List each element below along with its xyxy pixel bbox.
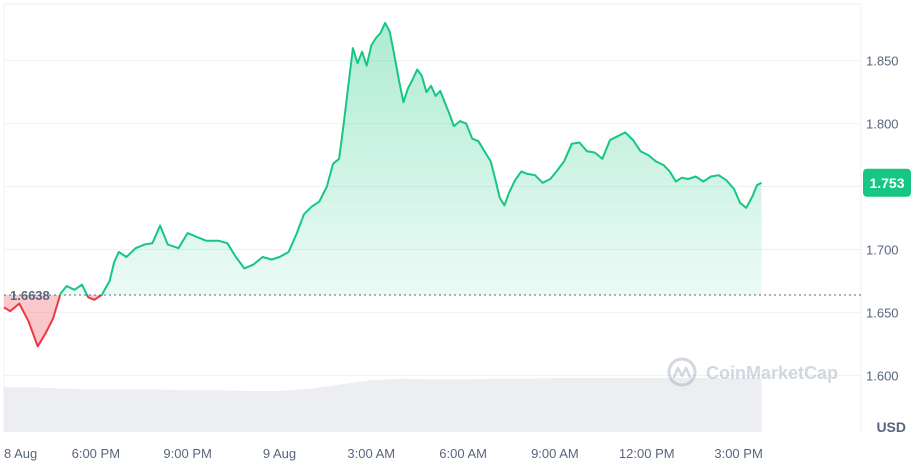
coinmarketcap-logo-mark <box>672 366 692 379</box>
volume-area <box>4 378 762 432</box>
x-tick-label: 9 Aug <box>263 446 296 461</box>
x-tick-label: 6:00 PM <box>72 446 120 461</box>
currency-label: USD <box>876 419 906 435</box>
y-tick-label: 1.650 <box>866 305 899 320</box>
price-line-up <box>59 21 762 296</box>
price-area <box>4 22 762 347</box>
y-tick-label: 1.700 <box>866 242 899 257</box>
x-axis-ticks: 8 Aug 6:00 PM 9:00 PM 9 Aug 3:00 AM 6:00 AM 9:… <box>4 446 763 461</box>
price-area-down <box>4 295 102 347</box>
x-tick-label: 8 Aug <box>4 446 37 461</box>
x-tick-label: 9:00 PM <box>163 446 211 461</box>
volume-bars <box>4 378 762 432</box>
current-price-badge: 1.753 <box>863 168 911 197</box>
current-price-badge-bg <box>863 168 911 197</box>
baseline-label: 1.6638 <box>10 288 50 303</box>
watermark-text: CoinMarketCap <box>706 363 838 383</box>
x-tick-label: 6:00 AM <box>439 446 487 461</box>
price-line <box>3 21 762 348</box>
y-tick-label: 1.600 <box>866 368 899 383</box>
x-tick-label: 9:00 AM <box>531 446 579 461</box>
x-tick-label: 3:00 AM <box>347 446 395 461</box>
coinmarketcap-logo-icon <box>667 357 697 387</box>
y-tick-label: 1.800 <box>866 117 899 132</box>
price-area-up <box>4 22 762 296</box>
x-tick-label: 12:00 PM <box>619 446 675 461</box>
x-tick-label: 3:00 PM <box>714 446 762 461</box>
y-tick-label: 1.850 <box>866 54 899 69</box>
current-price-value: 1.753 <box>869 175 904 191</box>
watermark: CoinMarketCap <box>667 357 838 387</box>
